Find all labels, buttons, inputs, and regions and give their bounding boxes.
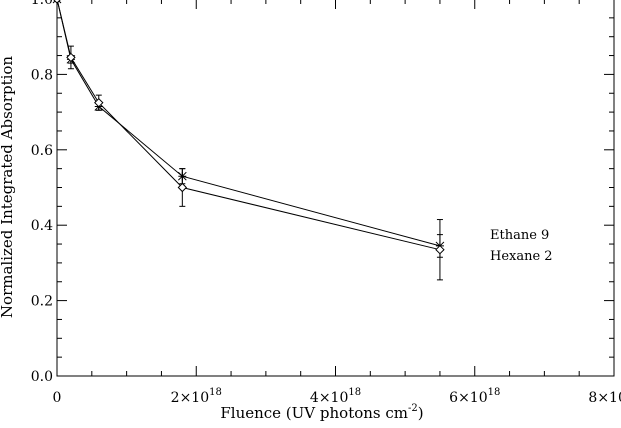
data-point: [435, 244, 445, 255]
series-line: [56, 0, 441, 251]
series-line: [56, 0, 441, 247]
data-point: [177, 182, 188, 193]
x-axis-label-sup: -2: [408, 403, 418, 414]
y-tick-label: 0.0: [31, 369, 53, 385]
x-axis-label: Fluence (UV photons cm-2): [220, 403, 423, 422]
series-hexane: [53, 0, 445, 281]
data-point: [66, 52, 76, 63]
x-axis-label-close: ): [418, 404, 424, 422]
series-layer: [52, 0, 445, 281]
y-tick-label: 1.0: [31, 0, 53, 8]
y-tick-label: 0.2: [31, 294, 53, 310]
legend-item-ethane: Ethane 9: [490, 228, 549, 243]
x-tick-label: 8×1018: [588, 387, 621, 406]
x-axis-label-main: Fluence (UV photons cm: [220, 404, 408, 422]
y-tick-label: 0.4: [31, 218, 53, 234]
data-point: [94, 97, 104, 108]
x-tick-label: 4×1018: [310, 387, 361, 406]
series-ethane: [52, 0, 445, 258]
ticks-layer: 0.0 0.2 0.4 0.6 0.8 1.0 0 2×1018 4×1018 6×1018 8×1…: [31, 0, 621, 406]
data-point: [53, 0, 61, 4]
y-axis-label: Normalized Integrated Absorption: [0, 56, 16, 319]
y-tick-label: 0.6: [31, 143, 53, 159]
plot-frame: [56, 0, 615, 377]
legend: Ethane 9 Hexane 2: [490, 228, 553, 264]
legend-item-hexane: Hexane 2: [490, 249, 553, 264]
y-tick-label: 0.8: [31, 67, 53, 83]
x-tick-label: 0: [53, 390, 62, 406]
x-tick-label: 2×1018: [171, 387, 222, 406]
x-tick-label: 6×1018: [449, 387, 500, 406]
